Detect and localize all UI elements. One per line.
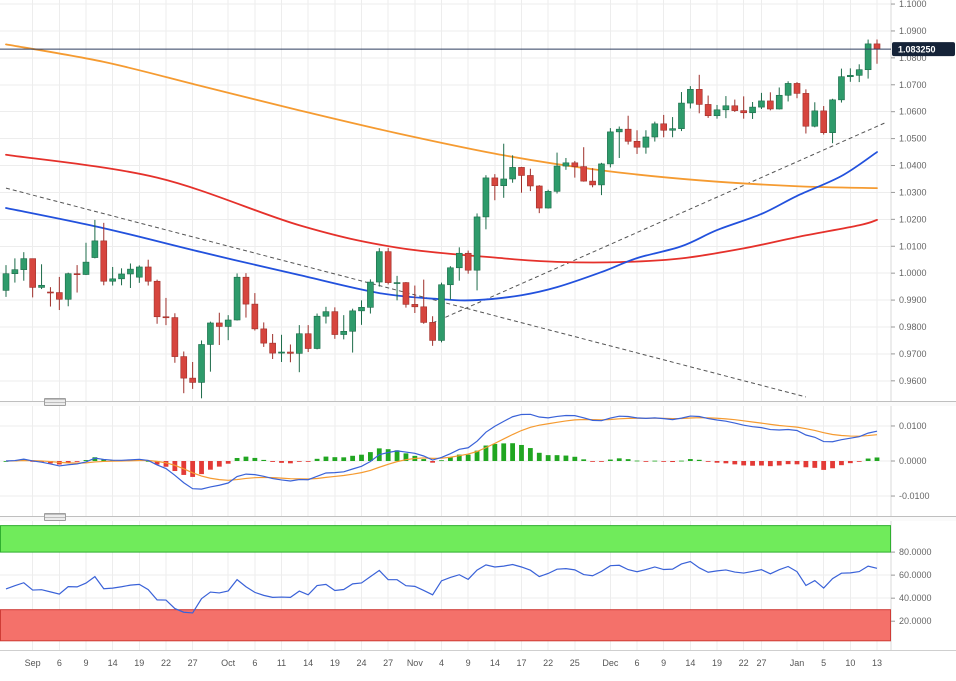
svg-text:0.9900: 0.9900	[899, 295, 927, 305]
price-chart[interactable]: 1.1000 1.0900 1.0800 1.0700 1.0600 1.0500 1.04…	[0, 0, 956, 401]
macd-line	[5, 413, 878, 490]
ascending-trendline	[432, 121, 887, 324]
candlestick-series	[2, 39, 881, 399]
fast-ma-line	[5, 151, 878, 302]
grid	[0, 0, 891, 401]
svg-text:1.083250: 1.083250	[898, 45, 936, 55]
mid-ma-line	[5, 153, 878, 264]
time-tick-label: 22	[738, 658, 749, 668]
time-tick-label: Oct	[221, 658, 236, 668]
time-tick-label: 22	[543, 658, 554, 668]
svg-text:1.1000: 1.1000	[899, 0, 927, 9]
svg-text:0.9700: 0.9700	[899, 349, 927, 359]
time-tick-label: 17	[516, 658, 527, 668]
oscillator-axis[interactable]: 80.0000 60.0000 40.0000 20.0000	[890, 521, 932, 650]
svg-text:20.0000: 20.0000	[899, 616, 932, 626]
macd-panel: 0.0100 0.0000 -0.0100	[0, 406, 956, 516]
panel-resize-handle-1[interactable]	[44, 398, 66, 406]
time-tick-label: 5	[821, 658, 827, 668]
svg-text:60.0000: 60.0000	[899, 570, 932, 580]
svg-text:1.0100: 1.0100	[899, 241, 927, 251]
time-tick-label: 27	[383, 658, 394, 668]
svg-text:1.0500: 1.0500	[899, 134, 927, 144]
oversold-zone	[0, 609, 891, 642]
time-tick-label: 13	[871, 658, 882, 668]
macd-axis[interactable]: 0.0100 0.0000 -0.0100	[890, 406, 930, 516]
time-tick-label: 19	[134, 658, 145, 668]
time-tick-label: 11	[276, 658, 287, 668]
panel-separator-1	[0, 398, 956, 406]
time-tick-label: 14	[303, 658, 314, 668]
time-tick-label: 19	[329, 658, 340, 668]
svg-text:1.0900: 1.0900	[899, 26, 927, 36]
overbought-zone	[0, 525, 891, 553]
last-price-badge: 1.083250	[892, 42, 955, 57]
time-tick-label: 14	[685, 658, 696, 668]
time-tick-label: 6	[56, 658, 62, 668]
svg-text:0.0000: 0.0000	[899, 456, 927, 466]
time-axis[interactable]: Sep 6 9 14 19 22 27 Oct 6 11 14 19 24 27 Nov 4 9 14 17 22 25…	[0, 650, 956, 681]
time-tick-label: Dec	[602, 658, 619, 668]
svg-text:-0.0100: -0.0100	[899, 491, 930, 501]
svg-text:1.0800: 1.0800	[899, 53, 927, 63]
time-tick-label: 27	[756, 658, 767, 668]
oscillator-panel: 80.0000 60.0000 40.0000 20.0000	[0, 521, 956, 650]
svg-text:1.0700: 1.0700	[899, 80, 927, 90]
time-tick-label: 27	[187, 658, 198, 668]
svg-text:0.9600: 0.9600	[899, 376, 927, 386]
time-tick-label: 9	[83, 658, 89, 668]
macd-signal-line	[5, 417, 878, 481]
time-tick-label: 6	[634, 658, 640, 668]
svg-text:1.0400: 1.0400	[899, 161, 927, 171]
slow-ma-line	[5, 43, 878, 190]
time-tick-label: Nov	[406, 658, 423, 668]
time-tick-label: 14	[107, 658, 118, 668]
time-tick-label: 9	[465, 658, 471, 668]
svg-text:0.0100: 0.0100	[899, 421, 927, 431]
time-tick-label: 9	[661, 658, 667, 668]
price-axis[interactable]: 1.1000 1.0900 1.0800 1.0700 1.0600 1.0500 1.04…	[890, 0, 927, 401]
macd-chart[interactable]: 0.0100 0.0000 -0.0100	[0, 406, 956, 516]
svg-text:40.0000: 40.0000	[899, 593, 932, 603]
oscillator-line	[5, 560, 878, 614]
svg-text:80.0000: 80.0000	[899, 547, 932, 557]
time-tick-label: 14	[489, 658, 500, 668]
time-tick-label: 10	[845, 658, 856, 668]
time-tick-label: 6	[252, 658, 258, 668]
time-tick-label: 4	[438, 658, 444, 668]
panel-resize-handle-2[interactable]	[44, 513, 66, 521]
svg-text:1.0000: 1.0000	[899, 268, 927, 278]
price-panel: 1.1000 1.0900 1.0800 1.0700 1.0600 1.0500 1.04…	[0, 0, 956, 401]
time-tick-label: 19	[712, 658, 723, 668]
time-tick-label: Jan	[789, 658, 805, 668]
time-tick-label: Sep	[24, 658, 41, 668]
panel-separator-2	[0, 513, 956, 521]
svg-text:1.0200: 1.0200	[899, 214, 927, 224]
svg-text:0.9800: 0.9800	[899, 322, 927, 332]
time-tick-label: 24	[356, 658, 367, 668]
time-tick-label: 22	[160, 658, 171, 668]
svg-text:1.0300: 1.0300	[899, 187, 927, 197]
time-tick-label: 25	[569, 658, 580, 668]
oscillator-chart[interactable]: 80.0000 60.0000 40.0000 20.0000	[0, 521, 956, 650]
svg-text:1.0600: 1.0600	[899, 107, 927, 117]
